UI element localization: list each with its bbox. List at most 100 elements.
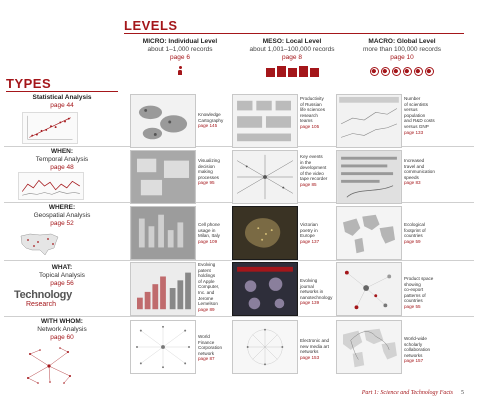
- level-name: MACRO: Global Level: [368, 38, 436, 45]
- person-icon: [178, 66, 182, 75]
- caption-line: in the: [300, 159, 312, 165]
- type-name: Statistical Analysis: [32, 94, 92, 101]
- caption-line: new media art: [300, 343, 329, 349]
- type-page-link[interactable]: page 56: [50, 280, 74, 287]
- thumbnail-world-finance-network[interactable]: [130, 320, 196, 374]
- type-name: WITH WHOM:: [41, 318, 83, 325]
- caption-line: Knowledge: [198, 112, 221, 117]
- caption-line: decision: [198, 163, 215, 169]
- caption: Increased travel and communication speed…: [404, 158, 438, 186]
- usa-map-graphic: [18, 228, 62, 258]
- type-subtitle: Geospatial Analysis: [33, 212, 91, 219]
- caption-line: versus GNP: [404, 123, 429, 129]
- type-page-link[interactable]: page 52: [50, 220, 74, 227]
- type-page-link[interactable]: page 48: [50, 164, 74, 171]
- caption-page-link[interactable]: page 157: [404, 358, 424, 364]
- caption-line: life sciences: [300, 107, 326, 113]
- caption-page-link[interactable]: page 137: [300, 238, 320, 244]
- caption-line: Jerome: [198, 295, 214, 301]
- level-page-link[interactable]: page 8: [282, 54, 302, 61]
- type-geospatial: WHERE: Geospatial Analysis page 52: [4, 204, 120, 228]
- footer-text: Part 1: Science and Technology Facts: [361, 390, 453, 396]
- caption-line: Productivity: [300, 96, 324, 101]
- thumbnail-victorian-poetry[interactable]: [232, 206, 298, 260]
- caption-line: of Russian: [300, 101, 322, 107]
- levels-heading: LEVELS: [124, 18, 178, 33]
- caption-page-link[interactable]: page 55: [404, 303, 421, 309]
- thumbnail-apple-patents[interactable]: [130, 262, 196, 316]
- globe-icon: [381, 67, 390, 76]
- caption-page-link[interactable]: page 105: [300, 123, 320, 129]
- caption-line: speeds: [404, 174, 419, 180]
- level-name: MICRO: Individual Level: [142, 38, 218, 45]
- caption-line: holdings: [198, 273, 216, 279]
- caption-line: collaboration: [404, 347, 431, 353]
- type-page-link[interactable]: page 60: [50, 334, 74, 341]
- caption-page-link[interactable]: page 85: [300, 181, 317, 187]
- caption-line: patent: [198, 267, 211, 273]
- thumbnail-milan-cell-phone[interactable]: [130, 206, 196, 260]
- caption-line: poetry in: [300, 227, 318, 233]
- level-records: about 1,001–100,000 records: [249, 46, 335, 53]
- caption-line: research: [300, 112, 318, 118]
- thumbnail-decision-making[interactable]: [130, 150, 196, 204]
- building-icon: [287, 68, 297, 77]
- caption-line: Ecological: [404, 222, 425, 227]
- caption-line: of the video: [300, 170, 324, 176]
- caption-line: communication: [404, 169, 435, 175]
- level-page-link[interactable]: page 10: [390, 54, 414, 61]
- type-topical: WHAT: Topical Analysis page 56: [4, 264, 120, 288]
- thumbnail-travel-speeds[interactable]: [336, 150, 402, 204]
- caption-line: of scientists: [404, 101, 428, 107]
- caption-page-link[interactable]: page 153: [300, 354, 320, 360]
- caption: Productivity of Russian life sciences re…: [300, 96, 334, 130]
- caption-line: making: [198, 169, 213, 175]
- caption-page-link[interactable]: page 59: [404, 238, 421, 244]
- caption-page-link[interactable]: page 145: [198, 123, 218, 129]
- thumbnail-ecological-footprint[interactable]: [336, 206, 402, 260]
- caption-page-link[interactable]: page 139: [300, 300, 320, 306]
- level-macro: MACRO: Global Level more than 100,000 re…: [342, 38, 462, 62]
- page-number: 5: [461, 390, 464, 396]
- thumbnail-product-space[interactable]: [336, 262, 402, 316]
- caption: Knowledge Cartography page 145: [198, 112, 232, 129]
- building-icon-group: [232, 66, 352, 78]
- caption: Cell phone usage in Milan, Italy page 10…: [198, 222, 232, 244]
- caption-page-link[interactable]: page 87: [198, 356, 215, 362]
- globe-icon: [414, 67, 423, 76]
- caption-page-link[interactable]: page 89: [198, 306, 215, 312]
- caption: Visualizing decision making processes pa…: [198, 158, 232, 186]
- thumbnail-knowledge-cartography[interactable]: [130, 94, 196, 148]
- caption-line: Visualizing: [198, 158, 220, 163]
- level-meso: MESO: Local Level about 1,001–100,000 re…: [232, 38, 352, 62]
- building-icon: [276, 66, 286, 77]
- caption-line: Lemelson: [198, 301, 218, 307]
- caption-page-link[interactable]: page 95: [198, 180, 215, 186]
- type-name: WHEN:: [50, 148, 74, 155]
- thumbnail-scientists-population[interactable]: [336, 94, 402, 148]
- level-page-link[interactable]: page 6: [170, 54, 190, 61]
- caption-page-link[interactable]: page 83: [404, 180, 421, 186]
- type-page-link[interactable]: page 44: [50, 102, 74, 109]
- caption-page-link[interactable]: page 109: [198, 238, 218, 244]
- thumbnail-media-art-networks[interactable]: [232, 320, 298, 374]
- caption: World-wide scholarly collaboration netwo…: [404, 336, 438, 364]
- caption-line: World-wide: [404, 336, 427, 341]
- thumbnail-scholarly-collaboration[interactable]: [336, 320, 402, 374]
- caption: Ecological footprint of countries page 5…: [404, 222, 438, 244]
- caption-line: tape recorder: [300, 176, 328, 182]
- type-network: WITH WHOM: Network Analysis page 60: [4, 318, 120, 342]
- thumbnail-video-tape-recorder[interactable]: [232, 150, 298, 204]
- caption-line: journal: [300, 283, 314, 289]
- thumbnail-russian-productivity[interactable]: [232, 94, 298, 148]
- caption-line: Milan, Italy: [198, 233, 220, 239]
- caption-line: Evolving: [300, 278, 318, 283]
- thumbnail-nanotech-journals[interactable]: [232, 262, 298, 316]
- caption-line: development: [300, 165, 327, 171]
- caption-page-link[interactable]: page 133: [404, 129, 424, 135]
- types-heading: TYPES: [6, 76, 52, 91]
- caption-line: Finance: [198, 339, 215, 345]
- caption-line: Increased: [404, 158, 425, 163]
- level-records: about 1–1,000 records: [147, 46, 213, 53]
- caption-line: Computer,: [198, 284, 220, 290]
